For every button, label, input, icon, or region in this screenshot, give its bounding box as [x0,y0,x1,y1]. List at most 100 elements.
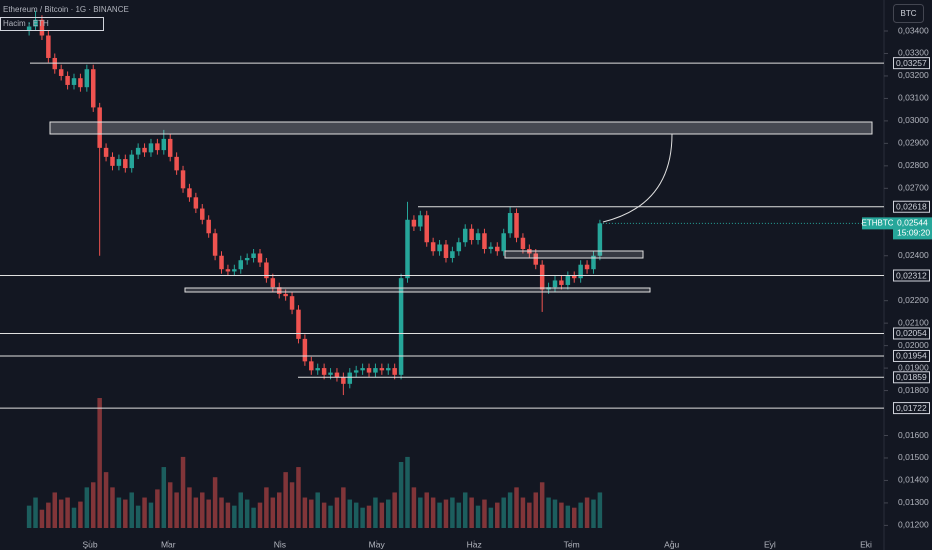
chart-title: Ethereum / Bitcoin · 1G · BINANCE [3,5,129,14]
y-tick-label: 0,02400 [898,250,929,260]
level-label-box [893,57,930,70]
volume-bar [296,467,301,528]
candle-body [315,368,320,371]
currency-button-label[interactable]: BTC [901,9,917,18]
candle-body [71,78,77,85]
volume-bar [527,502,532,528]
candle-body [507,213,513,234]
volume-bar [366,505,372,528]
volume-bar [533,492,539,528]
symbol-label: ETHBTC [862,218,894,227]
volume-bar [232,505,237,528]
volume-bar [360,507,365,528]
volume-bar [411,487,417,528]
volume-bar [58,499,64,528]
candle-body [488,246,494,249]
y-tick-label: 0,02100 [898,317,929,327]
volume-bar [135,505,141,528]
candle-body [360,368,365,371]
volume-bar [584,497,590,528]
candle-body [597,223,603,256]
candle-body [148,143,154,153]
y-tick-label: 0,02900 [898,138,929,148]
y-tick-label: 0,02000 [898,340,929,350]
candle-body [103,147,109,157]
candle-body [26,26,32,32]
candle-body [180,170,186,189]
volume-bar [167,482,173,528]
volume-bar [187,487,192,528]
volume-bar [148,502,154,528]
candle-body [411,219,417,227]
volume-bar [200,492,205,528]
volume-bar [591,499,596,528]
candle-body [232,269,237,272]
level-label: 0,03257 [896,58,927,68]
candle-body [334,372,340,378]
level-label-box [893,349,930,362]
volume-bar [244,499,250,528]
candle-body [398,278,404,375]
volume-bar [206,499,211,528]
candle-body [328,372,333,375]
level-label: 0,02312 [896,270,927,280]
volume-bar [430,497,436,528]
currency-button[interactable] [893,4,924,23]
candle-body [475,233,481,240]
y-tick-label: 0,02700 [898,183,929,193]
x-tick-label: Ağu [664,539,679,549]
volume-bar [559,502,564,528]
candle-body [341,377,346,384]
candle-body [482,233,487,249]
candle-body [219,255,224,270]
candle-body [129,154,134,169]
candle-body [578,264,583,279]
volume-bar [546,497,551,528]
volume-bar [456,502,462,528]
volume-bar [539,482,545,528]
candle-body [514,213,519,238]
volume-bar [46,502,51,528]
volume-bar [39,509,45,528]
volume-bar [276,492,282,528]
candle-body [392,368,397,375]
candle-body [443,244,449,258]
x-tick-label: Haz [467,539,482,549]
y-tick-label: 0,01800 [898,385,929,395]
volume-bar [283,472,288,528]
volume-bar [84,487,90,528]
volume-bar [129,492,134,528]
legend-box [0,17,104,31]
volume-bar [52,492,58,528]
candle-body [418,215,423,227]
volume-bar [91,482,96,528]
volume-bar [193,497,199,528]
volume-bar [142,497,147,528]
candle-body [97,107,102,148]
x-tick-label: Şub [82,539,97,549]
y-tick-label: 0,03300 [898,48,929,58]
candle-body [405,219,410,279]
level-label-box [893,402,930,415]
candle-body [251,253,256,258]
candle-body [559,280,564,285]
volume-bar [97,398,102,528]
y-tick-label: 0,03200 [898,70,929,80]
level-label: 0,01722 [896,403,927,413]
volume-bar [443,499,449,528]
countdown-label: 15:09:20 [897,228,930,238]
volume-bar [501,497,506,528]
y-tick-label: 0,01500 [898,452,929,462]
x-tick-label: Nis [274,539,286,549]
candle-body [565,275,571,285]
y-tick-label: 0,01400 [898,475,929,485]
candle-body [142,147,147,153]
volume-bar [552,499,558,528]
volume-bar [379,502,385,528]
candle-body [520,237,526,249]
candle-body [296,309,301,339]
x-tick-label: May [369,539,386,549]
y-tick-label: 0,01900 [898,362,929,372]
candle-body [386,368,391,371]
level-label: 0,01954 [896,351,927,361]
